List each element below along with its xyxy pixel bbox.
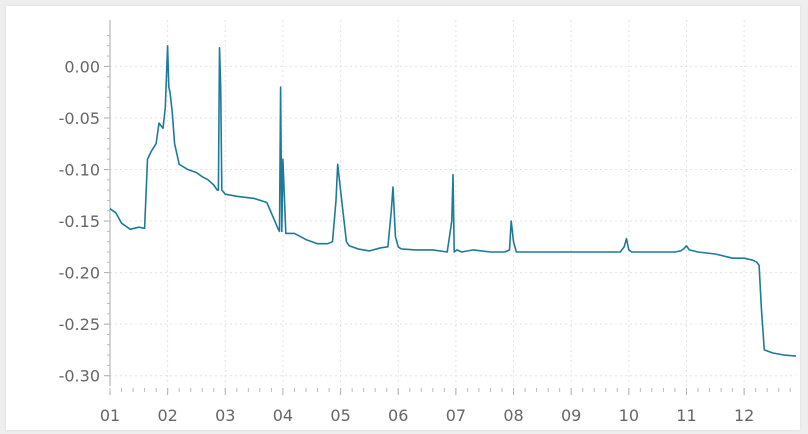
x-tick-label: 03 xyxy=(215,406,235,425)
x-tick-label: 11 xyxy=(676,406,696,425)
x-tick-labels: 01 02 03 04 05 06 07 08 09 10 11 12 xyxy=(100,406,754,425)
series-line xyxy=(109,44,797,357)
y-tick-label: -0.20 xyxy=(59,264,100,283)
x-tick-label: 07 xyxy=(446,406,466,425)
chart-card xyxy=(6,6,800,430)
x-tick-label: 01 xyxy=(100,406,120,425)
y-tick-labels: 0.00 -0.05 -0.10 -0.15 -0.20 -0.25 -0.30 xyxy=(59,57,100,385)
x-tick-label: 02 xyxy=(157,406,177,425)
x-tick-label: 05 xyxy=(330,406,350,425)
y-tick-label: -0.25 xyxy=(59,315,100,334)
y-tick-label: -0.15 xyxy=(59,212,100,231)
x-tick-label: 10 xyxy=(619,406,639,425)
axes xyxy=(104,20,791,395)
y-tick-label: -0.10 xyxy=(59,160,100,179)
x-tick-label: 06 xyxy=(388,406,408,425)
x-tick-label: 08 xyxy=(503,406,523,425)
y-tick-label: 0.00 xyxy=(64,57,100,76)
y-tick-label: -0.05 xyxy=(59,109,100,128)
x-tick-label: 12 xyxy=(734,406,754,425)
x-tick-label: 04 xyxy=(273,406,293,425)
x-tick-label: 09 xyxy=(561,406,581,425)
series-group xyxy=(109,44,797,357)
y-tick-label: -0.30 xyxy=(59,367,100,386)
